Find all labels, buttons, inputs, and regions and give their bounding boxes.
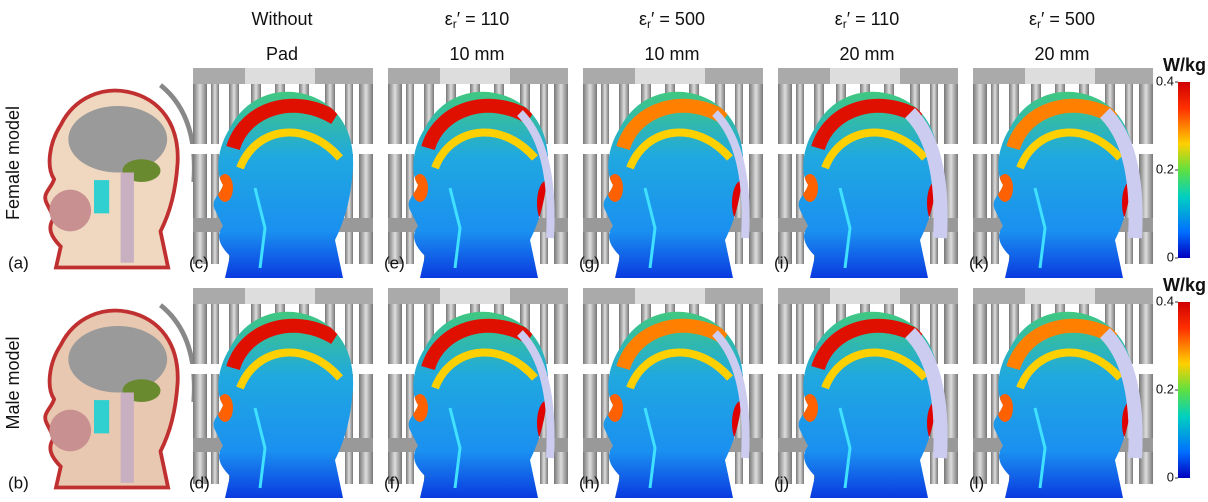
sar-map: [770, 68, 965, 278]
sar-map: [185, 288, 380, 498]
sar-map: [185, 68, 380, 278]
sar-map: [575, 68, 770, 278]
face-spot: [802, 394, 818, 422]
colorbar: [1178, 302, 1190, 478]
face-spot: [997, 394, 1013, 422]
panel-label: (g): [579, 253, 600, 272]
anatomy-image: [45, 305, 194, 487]
column-header: 20 mm: [839, 44, 894, 64]
face-spot: [412, 174, 428, 202]
panel-label: (f): [384, 473, 400, 492]
sar-map: [770, 288, 965, 498]
colorbar-unit: W/kg: [1163, 55, 1206, 75]
panel-label: (i): [774, 253, 789, 272]
row-label: Female model: [3, 106, 23, 220]
column-header: Without: [251, 9, 312, 29]
symbol: ε: [835, 9, 843, 29]
face-spot: [607, 174, 623, 202]
relation: ′ = 110: [457, 9, 510, 29]
face-spot: [802, 174, 818, 202]
mouth: [49, 190, 91, 232]
face-spot: [412, 394, 428, 422]
column-header: Pad: [266, 44, 298, 64]
column-header: εr′ = 500: [1029, 9, 1095, 31]
panel-label: (d): [189, 473, 210, 492]
symbol: ε: [1029, 9, 1037, 29]
mouth: [49, 410, 91, 452]
relation: ′ = 500: [1041, 9, 1095, 29]
panel-label: (a): [8, 253, 29, 272]
spine: [121, 173, 134, 263]
sar-map: [965, 288, 1160, 498]
face-spot: [217, 394, 233, 422]
relation: ′ = 110: [847, 9, 900, 29]
column-header: 20 mm: [1034, 44, 1089, 64]
colorbar: [1178, 82, 1190, 258]
column-header: εr′ = 110: [445, 9, 510, 31]
column-header: εr′ = 110: [835, 9, 900, 31]
relation: ′ = 500: [651, 9, 705, 29]
airway: [94, 400, 109, 433]
sar-map: [380, 288, 575, 498]
face-spot: [997, 174, 1013, 202]
symbol: ε: [639, 9, 647, 29]
anatomy-image: [45, 85, 194, 267]
airway: [94, 180, 109, 213]
figure: Without Pad εr′ = 110 10 mm εr′ = 500 10 mm εr…: [0, 0, 1208, 502]
colorbar-tick-label: 0.2: [1156, 381, 1174, 396]
sar-map: [965, 68, 1160, 278]
colorbar-tick-label: 0.2: [1156, 161, 1174, 176]
symbol: ε: [445, 9, 453, 29]
sar-map: [575, 288, 770, 498]
spine: [121, 393, 134, 483]
column-header: 10 mm: [644, 44, 699, 64]
colorbar-tick-label: 0: [1167, 249, 1174, 264]
panel-label: (l): [969, 473, 984, 492]
panel-label: (j): [774, 473, 789, 492]
panel-label: (b): [8, 473, 29, 492]
panel-label: (c): [189, 253, 209, 272]
sar-map: [380, 68, 575, 278]
row-label: Male model: [3, 336, 23, 429]
face-spot: [217, 174, 233, 202]
panel-label: (h): [579, 473, 600, 492]
column-header: 10 mm: [449, 44, 504, 64]
panel-label: (e): [384, 253, 405, 272]
colorbar-tick-label: 0: [1167, 469, 1174, 484]
column-header: εr′ = 500: [639, 9, 705, 31]
colorbar-tick-label: 0.4: [1156, 293, 1174, 308]
colorbar-unit: W/kg: [1163, 275, 1206, 295]
colorbar-tick-label: 0.4: [1156, 73, 1174, 88]
panel-label: (k): [969, 253, 989, 272]
face-spot: [607, 394, 623, 422]
